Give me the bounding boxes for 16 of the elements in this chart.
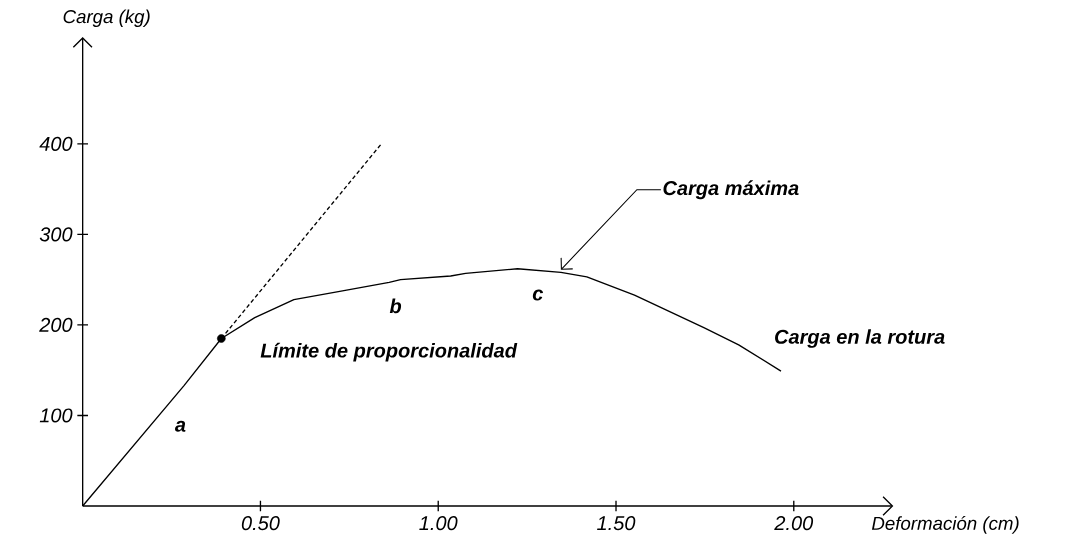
y-tick-label: 300 — [39, 227, 73, 242]
annotation: Carga en la rotura — [775, 329, 945, 348]
x-tick-label: 2.00 — [774, 516, 814, 531]
y-axis-title: Carga (kg) — [63, 9, 150, 27]
x-axis-title: Deformación (cm) — [871, 516, 1019, 534]
annotation: Carga máxima — [663, 180, 799, 200]
x-tick-label: 1.50 — [597, 516, 636, 531]
annotation: a — [174, 420, 186, 432]
y-tick-label: 200 — [39, 317, 73, 332]
x-tick-label: 1.00 — [419, 516, 458, 531]
y-tick-label: 100 — [39, 408, 73, 423]
annotation: Límite de proporcionalidad — [260, 342, 518, 362]
x-tick-label: 0.50 — [241, 516, 280, 531]
annotation: b — [389, 298, 402, 314]
annotation: c — [532, 289, 544, 301]
y-tick-label: 400 — [39, 136, 73, 151]
